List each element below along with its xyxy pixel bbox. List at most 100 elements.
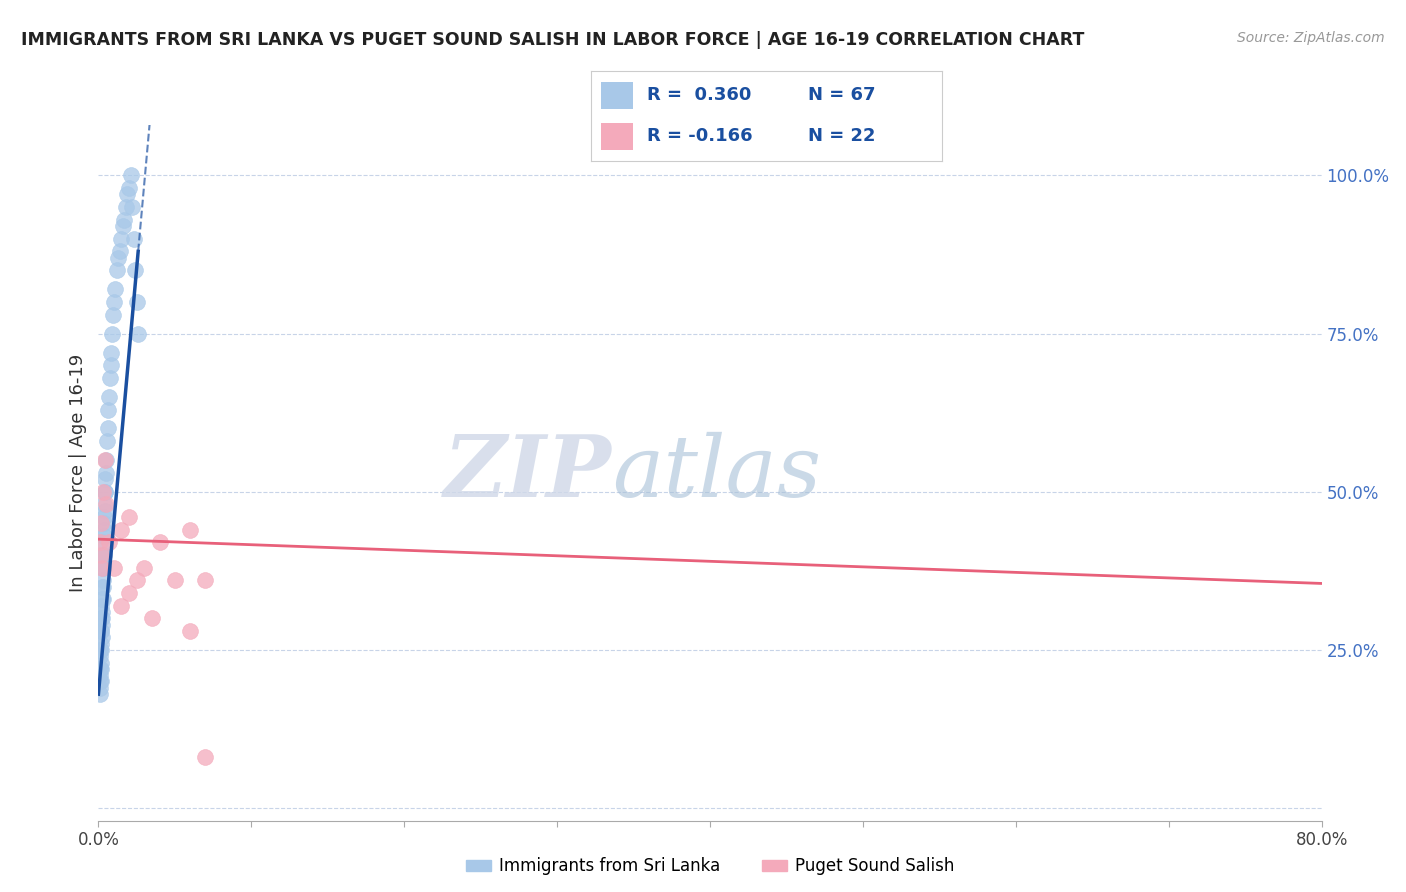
Point — [110, 232, 132, 246]
Point — [115, 200, 138, 214]
Point — [98, 371, 121, 385]
Point — [93, 516, 115, 531]
Point — [93, 560, 115, 574]
Point — [97, 421, 120, 435]
Point — [163, 574, 186, 588]
Point — [112, 212, 135, 227]
Point — [94, 504, 117, 518]
Point — [93, 453, 115, 467]
Point — [91, 605, 114, 619]
Point — [93, 529, 115, 543]
Point — [97, 402, 120, 417]
Point — [127, 326, 149, 341]
Point — [194, 574, 217, 588]
Point — [103, 560, 125, 574]
Point — [194, 750, 217, 764]
Point — [101, 326, 124, 341]
Point — [89, 662, 111, 676]
Point — [91, 617, 114, 632]
Point — [90, 630, 112, 644]
Point — [90, 624, 112, 638]
Point — [122, 232, 145, 246]
Point — [89, 535, 111, 549]
Point — [94, 497, 117, 511]
Point — [100, 345, 122, 359]
Text: Source: ZipAtlas.com: Source: ZipAtlas.com — [1237, 31, 1385, 45]
Point — [91, 574, 114, 588]
Point — [93, 548, 115, 562]
Point — [91, 560, 114, 574]
Text: R =  0.360: R = 0.360 — [647, 87, 751, 104]
Point — [98, 390, 121, 404]
Point — [90, 674, 112, 689]
Point — [100, 358, 122, 372]
Point — [101, 308, 124, 322]
Point — [110, 523, 132, 537]
Point — [89, 643, 111, 657]
Y-axis label: In Labor Force | Age 16-19: In Labor Force | Age 16-19 — [69, 353, 87, 592]
Point — [94, 484, 117, 499]
Point — [90, 643, 112, 657]
Point — [121, 200, 143, 214]
Point — [89, 649, 111, 664]
Text: R = -0.166: R = -0.166 — [647, 128, 752, 145]
Point — [91, 548, 114, 562]
Point — [90, 516, 112, 531]
Point — [107, 251, 129, 265]
Point — [117, 187, 139, 202]
Point — [90, 548, 112, 562]
Point — [93, 497, 115, 511]
Point — [90, 662, 112, 676]
Point — [91, 484, 114, 499]
Point — [118, 181, 141, 195]
Text: N = 22: N = 22 — [808, 128, 876, 145]
Point — [94, 453, 117, 467]
Point — [179, 523, 201, 537]
Point — [90, 656, 112, 670]
Point — [89, 668, 111, 682]
Point — [91, 592, 114, 607]
Point — [89, 687, 111, 701]
Point — [90, 592, 112, 607]
Point — [91, 535, 114, 549]
Point — [94, 466, 117, 480]
Point — [125, 295, 148, 310]
Point — [118, 510, 141, 524]
Point — [90, 611, 112, 625]
Point — [110, 599, 132, 613]
FancyBboxPatch shape — [602, 82, 633, 109]
Point — [91, 611, 114, 625]
Point — [125, 574, 148, 588]
Point — [91, 580, 114, 594]
Point — [98, 535, 121, 549]
Point — [118, 586, 141, 600]
Point — [91, 560, 114, 574]
Point — [141, 611, 163, 625]
Point — [90, 636, 112, 650]
Point — [108, 244, 131, 259]
FancyBboxPatch shape — [602, 123, 633, 150]
Point — [93, 523, 115, 537]
Point — [134, 560, 156, 574]
Point — [149, 535, 172, 549]
Point — [124, 263, 146, 277]
Point — [90, 599, 112, 613]
Legend: Immigrants from Sri Lanka, Puget Sound Salish: Immigrants from Sri Lanka, Puget Sound S… — [458, 851, 962, 882]
Point — [111, 219, 134, 233]
Point — [179, 624, 201, 638]
Point — [94, 472, 117, 486]
Point — [103, 295, 125, 310]
Point — [89, 674, 111, 689]
Point — [105, 263, 128, 277]
Text: IMMIGRANTS FROM SRI LANKA VS PUGET SOUND SALISH IN LABOR FORCE | AGE 16-19 CORRE: IMMIGRANTS FROM SRI LANKA VS PUGET SOUND… — [21, 31, 1084, 49]
Point — [90, 624, 112, 638]
Text: N = 67: N = 67 — [808, 87, 876, 104]
Point — [120, 169, 142, 183]
Point — [104, 282, 127, 296]
Point — [89, 681, 111, 695]
Text: atlas: atlas — [612, 432, 821, 514]
Point — [96, 434, 118, 449]
Point — [93, 510, 115, 524]
Point — [91, 580, 114, 594]
Point — [93, 484, 115, 499]
